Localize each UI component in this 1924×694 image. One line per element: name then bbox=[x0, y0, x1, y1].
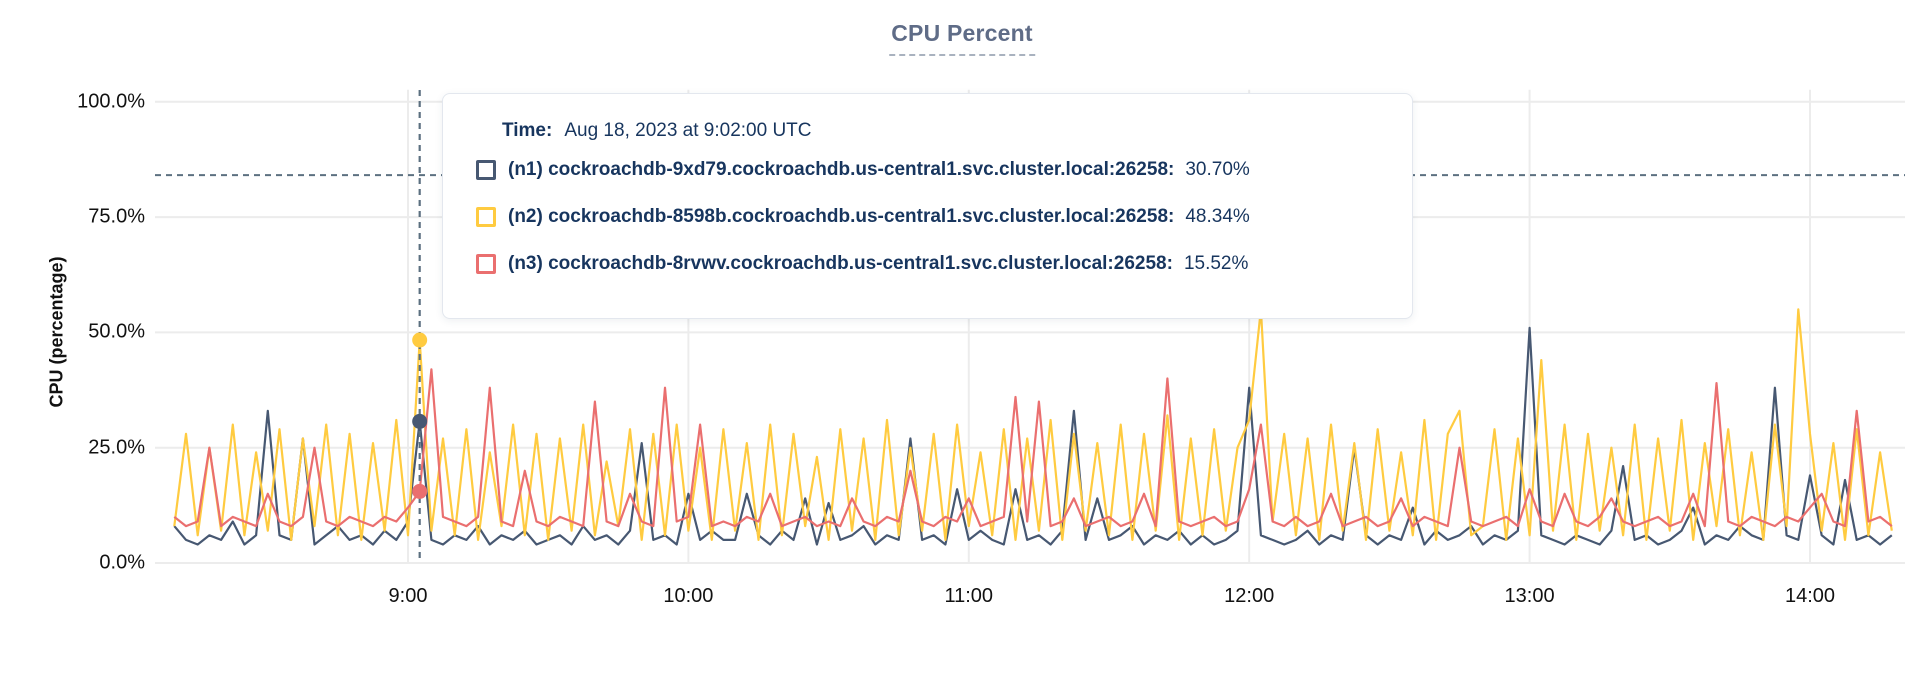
tooltip-time-row: Time: Aug 18, 2023 at 9:02:00 UTC bbox=[502, 120, 1382, 142]
tooltip-row-n3: (n3) cockroachdb-8rvwv.cockroachdb.us-ce… bbox=[476, 253, 1382, 275]
tooltip-time-label: Time: bbox=[502, 120, 553, 141]
n1-series-value: 30.70% bbox=[1185, 159, 1250, 180]
tooltip-time-value: Aug 18, 2023 at 9:02:00 UTC bbox=[564, 120, 812, 141]
x-tick-label: 10:00 bbox=[663, 585, 714, 607]
y-tick-label: 100.0% bbox=[77, 90, 145, 113]
series-line-n1 bbox=[173, 326, 1893, 546]
hover-dot-n1 bbox=[412, 413, 428, 429]
hover-dot-n2 bbox=[412, 332, 428, 348]
series-line-n3 bbox=[173, 368, 1893, 528]
n3-series-value: 15.52% bbox=[1183, 253, 1249, 274]
y-tick-label: 25.0% bbox=[88, 436, 145, 459]
n1-series-swatch-icon bbox=[476, 160, 496, 180]
x-tick-label: 9:00 bbox=[388, 585, 428, 607]
n2-series-swatch-icon bbox=[476, 207, 496, 227]
n3-series-swatch-icon bbox=[476, 254, 496, 274]
n3-series-name: (n3) cockroachdb-8rvwv.cockroachdb.us-ce… bbox=[508, 253, 1173, 274]
n2-series-value: 48.34% bbox=[1185, 206, 1250, 227]
x-tick-label: 14:00 bbox=[1784, 585, 1836, 607]
tooltip-row-n2: (n2) cockroachdb-8598b.cockroachdb.us-ce… bbox=[476, 206, 1382, 228]
n1-series-name: (n1) cockroachdb-9xd79.cockroachdb.us-ce… bbox=[508, 159, 1175, 180]
n2-series-name: (n2) cockroachdb-8598b.cockroachdb.us-ce… bbox=[508, 206, 1175, 227]
x-tick-label: 11:00 bbox=[944, 585, 994, 607]
y-tick-label: 0.0% bbox=[99, 551, 145, 574]
chart-title: CPU Percent bbox=[889, 20, 1035, 56]
y-tick-label: 50.0% bbox=[88, 320, 145, 343]
tooltip-row-n1: (n1) cockroachdb-9xd79.cockroachdb.us-ce… bbox=[476, 159, 1382, 181]
hover-dot-n3 bbox=[412, 483, 428, 499]
hover-tooltip: Time: Aug 18, 2023 at 9:02:00 UTC (n1) co… bbox=[442, 93, 1413, 319]
y-tick-label: 75.0% bbox=[88, 205, 145, 228]
x-tick-label: 13:00 bbox=[1504, 585, 1555, 607]
x-tick-label: 12:00 bbox=[1224, 585, 1275, 607]
series-line-n2 bbox=[173, 308, 1893, 542]
